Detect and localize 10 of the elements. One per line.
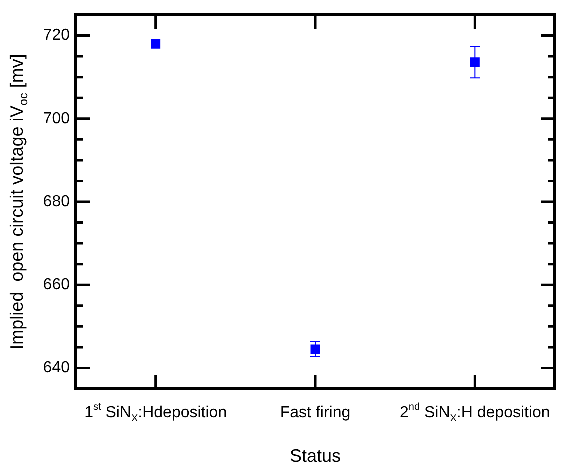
x-axis-title: Status: [290, 446, 342, 466]
y-tick-label: 720: [43, 27, 70, 44]
point: [151, 39, 161, 49]
x-tick-label: Fast firing: [280, 404, 351, 422]
y-tick-label: 640: [43, 360, 70, 377]
y-axis-title: Implied open circuit voltage iVoc [mv]: [6, 54, 31, 350]
point: [470, 58, 480, 68]
y-tick-label: 680: [43, 193, 70, 210]
y-tick-label: 700: [43, 110, 70, 128]
y-tick-label: 660: [43, 276, 70, 294]
